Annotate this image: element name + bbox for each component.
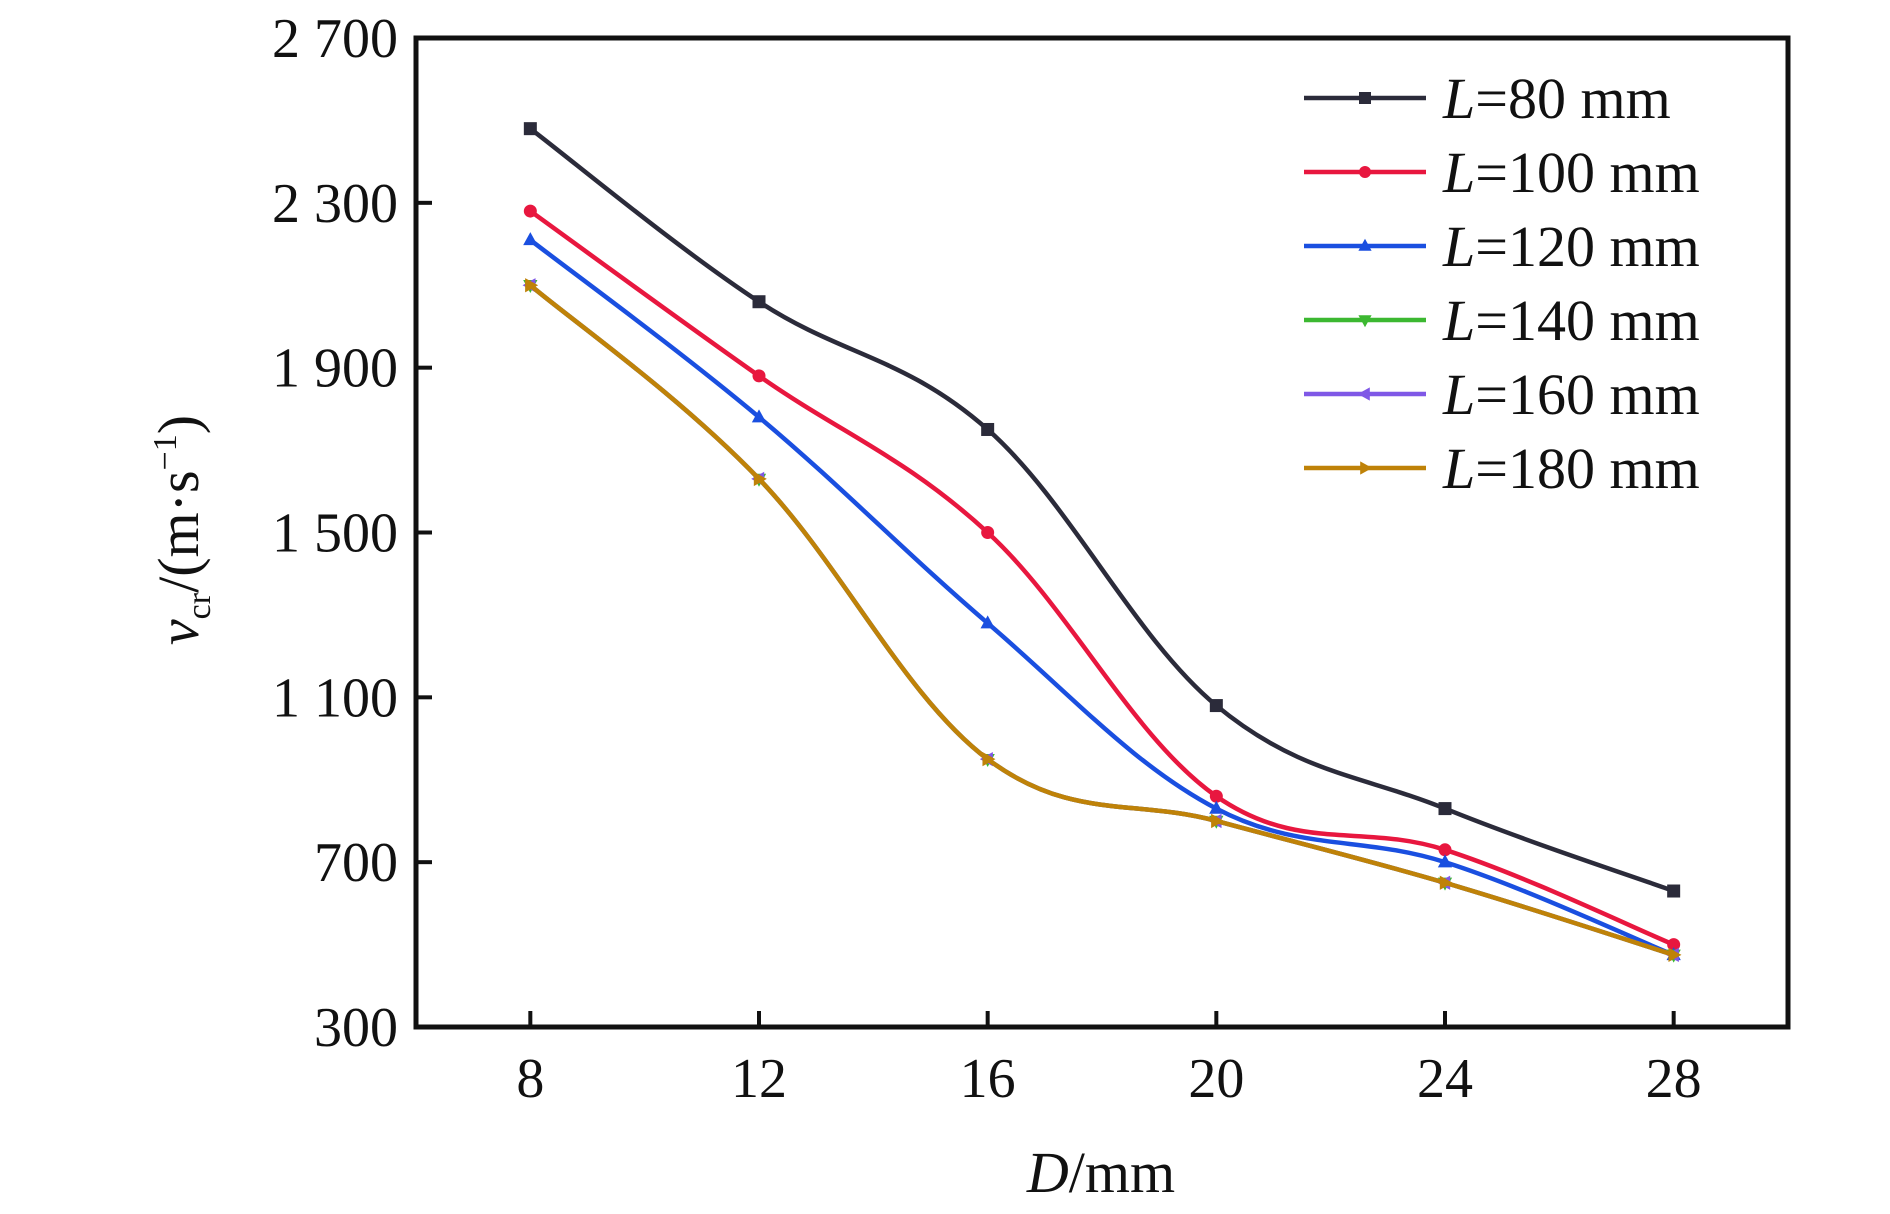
legend-label: L=100 mm: [1442, 140, 1700, 205]
legend-item: L=120 mm: [1304, 214, 1700, 279]
legend-marker: [1360, 461, 1373, 475]
legend-item: L=140 mm: [1304, 288, 1700, 353]
series-line: [528, 283, 1675, 958]
data-point: [1667, 884, 1681, 898]
legend-label: L=80 mm: [1442, 66, 1671, 131]
y-axis-unit-pre: /(m·s: [146, 470, 211, 592]
legend-marker: [1359, 92, 1371, 104]
data-point: [1668, 947, 1682, 963]
data-point: [1211, 813, 1225, 829]
legend-label: L=120 mm: [1442, 214, 1700, 279]
x-tick-label: 16: [960, 1048, 1016, 1110]
data-point: [1439, 875, 1453, 890]
y-tick-label: 1 100: [272, 667, 398, 729]
series-layer: [522, 122, 1682, 963]
y-axis-var: v: [146, 619, 211, 645]
y-tick-label: 1 900: [272, 338, 398, 400]
x-tick-label: 12: [731, 1048, 787, 1110]
data-point: [751, 409, 767, 423]
y-tick-label: 2 700: [272, 8, 398, 70]
series-line: [528, 126, 1675, 894]
series-l-100-mm: [523, 204, 1681, 952]
legend-label: L=180 mm: [1442, 436, 1700, 501]
data-point: [1209, 789, 1223, 803]
legend-marker: [1357, 387, 1370, 401]
legend-item: L=180 mm: [1304, 436, 1700, 501]
series-line: [529, 209, 1675, 947]
y-tick-label: 300: [314, 997, 398, 1059]
legend: L=80 mm L=100 mm L=120 mm L=140 mm L=160 mm L…: [1304, 66, 1700, 501]
legend-item: L=80 mm: [1304, 66, 1671, 131]
data-point: [981, 526, 995, 539]
series-line: [528, 238, 1675, 957]
x-tick-label: 8: [516, 1048, 544, 1110]
data-point: [1438, 843, 1452, 857]
x-axis-unit: /mm: [1069, 1140, 1175, 1205]
y-axis-unit-sup: −1: [147, 434, 184, 470]
data-point: [523, 232, 538, 246]
legend-marker: [1359, 166, 1371, 178]
y-axis-sub: cr: [181, 592, 218, 619]
data-point: [1209, 800, 1224, 814]
y-tick-label: 2 300: [272, 173, 398, 235]
legend-item: L=160 mm: [1304, 362, 1700, 427]
x-axis-title: D/mm: [1026, 1140, 1175, 1205]
x-tick-label: 28: [1646, 1048, 1702, 1110]
data-point: [525, 278, 539, 293]
y-axis-title: vcr/(m·s−1): [146, 415, 218, 645]
y-tick-label: 700: [314, 832, 398, 894]
y-tick-label: 1 500: [272, 503, 398, 565]
data-point: [523, 204, 537, 218]
ticks-layer: 8 12 16 20 24 28 300 700 1 100 1 500 1 900 2 300 2 7…: [272, 8, 1702, 1110]
data-point: [980, 615, 995, 629]
data-point: [753, 471, 767, 487]
legend-marker: [1358, 238, 1372, 251]
data-point: [1438, 802, 1452, 816]
legend-item: L=100 mm: [1304, 140, 1700, 205]
series-l-80-mm: [523, 122, 1681, 898]
x-tick-label: 20: [1188, 1048, 1244, 1110]
series-l-180-mm: [525, 278, 1682, 963]
legend-label: L=160 mm: [1442, 362, 1700, 427]
data-point: [523, 122, 537, 136]
data-point: [1667, 938, 1681, 952]
legend-marker: [1358, 315, 1372, 328]
x-tick-label: 24: [1417, 1048, 1473, 1110]
data-point: [752, 369, 766, 383]
data-point: [981, 422, 995, 436]
y-axis-unit-post: ): [146, 415, 211, 434]
data-point: [982, 751, 996, 767]
data-point: [752, 295, 766, 309]
legend-label: L=140 mm: [1442, 288, 1700, 353]
data-point: [1437, 854, 1453, 868]
data-point: [1209, 699, 1223, 713]
x-axis-var: D: [1026, 1140, 1069, 1205]
